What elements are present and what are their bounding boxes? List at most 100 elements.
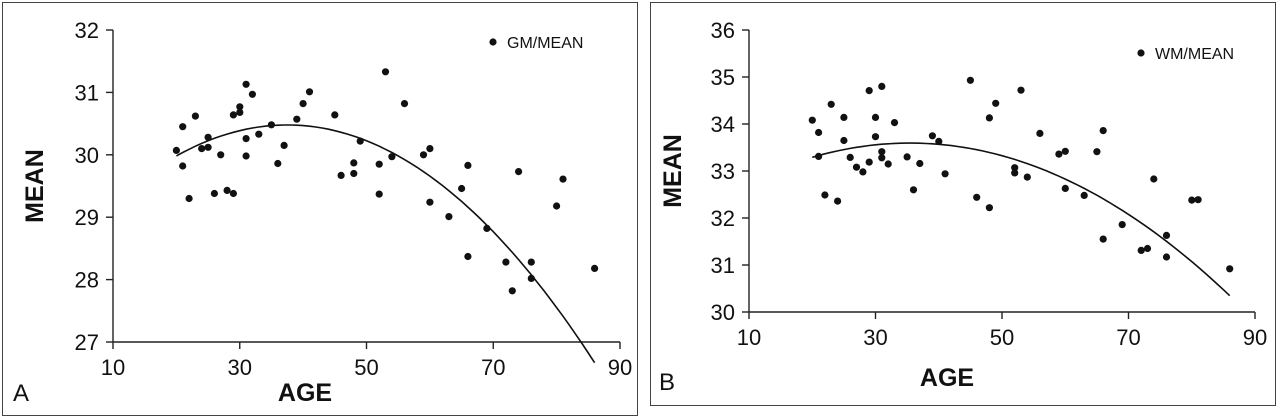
data-point	[1080, 191, 1088, 199]
data-point	[527, 258, 535, 266]
data-point	[210, 189, 218, 198]
data-point	[1099, 127, 1107, 135]
x-axis-label: AGE	[278, 379, 332, 407]
x-tick-label: 10	[737, 325, 761, 350]
y-tick-label: 28	[75, 268, 99, 293]
x-tick-label: 50	[354, 355, 378, 380]
y-axis-label: MEAN	[659, 134, 687, 208]
data-point	[928, 132, 936, 140]
y-tick-label: 36	[711, 18, 735, 43]
data-point	[903, 153, 911, 161]
data-point	[179, 123, 187, 131]
data-point	[400, 100, 409, 108]
data-point	[388, 153, 396, 161]
data-point	[591, 264, 599, 272]
data-point	[840, 136, 848, 145]
data-point	[515, 168, 523, 176]
data-point	[852, 163, 861, 171]
data-point	[527, 274, 535, 282]
data-point	[204, 143, 212, 151]
data-point	[267, 121, 275, 129]
x-tick-label: 10	[101, 355, 125, 380]
data-point	[356, 137, 364, 145]
data-point	[1036, 129, 1044, 137]
data-point	[375, 190, 383, 198]
data-point	[992, 99, 1000, 107]
data-point	[464, 161, 472, 169]
data-point	[483, 224, 491, 232]
data-point	[1118, 221, 1126, 229]
data-point	[191, 112, 199, 120]
panel-label: B	[659, 369, 675, 396]
data-point	[185, 194, 193, 203]
x-tick-label: 90	[608, 355, 632, 380]
data-point	[381, 68, 390, 76]
data-point	[502, 258, 510, 266]
data-point	[871, 133, 880, 141]
y-tick-label: 30	[75, 143, 99, 168]
data-point	[878, 148, 886, 156]
data-point	[426, 145, 434, 153]
data-point	[229, 111, 237, 119]
data-point	[458, 184, 466, 193]
chart-panel-b: 30 31 32 33 34 35 36 10 30 50 70 90 AGE MEAN B WM/MEAN	[650, 2, 1276, 406]
data-point	[815, 152, 823, 160]
data-point	[559, 175, 567, 183]
chart-panel-a: 27 28 29 30 31 32 10 30 50 70 90 AGE MEAN A GM/MEAN	[2, 2, 638, 416]
data-point	[935, 137, 943, 145]
chart-a-svg: 27 28 29 30 31 32 10 30 50 70 90 AGE MEAN A GM/MEAN	[13, 18, 632, 407]
data-point	[419, 151, 428, 159]
data-point	[198, 145, 206, 153]
data-point	[1137, 246, 1145, 254]
trend-curve	[176, 124, 596, 364]
data-point	[865, 158, 873, 166]
y-tick-label: 30	[711, 300, 735, 325]
data-point	[1226, 265, 1234, 273]
y-tick-label: 31	[711, 253, 735, 278]
data-point	[1150, 175, 1158, 183]
data-point	[840, 113, 848, 121]
y-tick-label: 31	[75, 80, 99, 105]
data-point	[299, 100, 307, 108]
data-point	[1143, 244, 1152, 253]
data-point	[1162, 253, 1171, 261]
data-point	[350, 169, 358, 178]
data-point	[941, 170, 949, 178]
data-point	[834, 197, 842, 205]
data-point	[464, 252, 472, 261]
data-point	[242, 152, 250, 160]
y-tick-label: 35	[711, 65, 735, 90]
data-point	[229, 189, 237, 198]
data-point	[878, 154, 886, 162]
data-point	[846, 153, 854, 161]
y-tick-label: 33	[711, 159, 735, 184]
data-point	[916, 159, 924, 168]
legend-label: WM/MEAN	[1155, 46, 1234, 63]
data-point	[242, 135, 250, 143]
data-point	[1055, 150, 1063, 158]
data-point	[808, 116, 816, 124]
data-point	[884, 160, 892, 168]
data-point	[1194, 196, 1202, 204]
y-tick-label: 27	[75, 330, 99, 355]
data-point	[1061, 184, 1069, 192]
data-point	[217, 151, 225, 159]
x-tick-label: 30	[228, 355, 252, 380]
data-point	[1061, 147, 1069, 155]
panel-label: A	[13, 380, 29, 407]
data-point	[985, 204, 993, 212]
x-tick-label: 30	[863, 325, 887, 350]
data-point	[1093, 148, 1101, 156]
data-point	[966, 76, 974, 84]
data-point	[1188, 196, 1196, 204]
data-point	[236, 103, 244, 111]
data-point	[508, 287, 516, 295]
data-point	[242, 80, 250, 88]
y-tick-label: 32	[75, 18, 99, 43]
data-point	[859, 168, 867, 176]
x-tick-label: 70	[1116, 325, 1140, 350]
data-point	[305, 88, 314, 96]
data-point	[1099, 235, 1107, 243]
x-tick-label: 50	[990, 325, 1014, 350]
